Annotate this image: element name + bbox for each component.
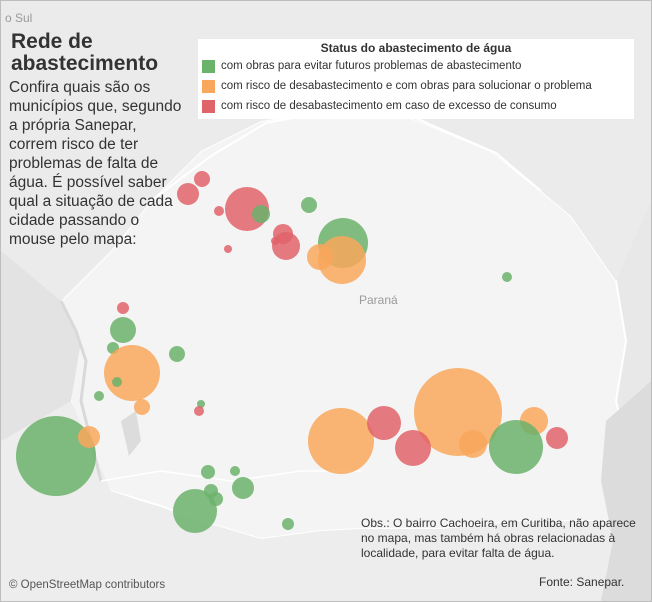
city-marker-red[interactable]	[177, 183, 199, 205]
page-description: Confira quais são os municípios que, seg…	[9, 79, 182, 248]
city-marker-green[interactable]	[94, 391, 104, 401]
city-marker-orange[interactable]	[307, 244, 333, 270]
city-marker-green[interactable]	[169, 346, 185, 362]
city-marker-green[interactable]	[112, 377, 122, 387]
land-west	[1, 251, 81, 441]
city-marker-orange[interactable]	[78, 426, 100, 448]
ocean	[601, 381, 651, 601]
city-markers[interactable]	[16, 171, 568, 533]
lake	[121, 411, 141, 456]
city-marker-red[interactable]	[272, 232, 300, 260]
city-marker-red[interactable]	[194, 171, 210, 187]
city-marker-green[interactable]	[502, 272, 512, 282]
city-marker-red[interactable]	[117, 302, 129, 314]
legend-title: Status do abastecimento de água	[320, 41, 512, 55]
legend-swatch-orange	[202, 80, 215, 93]
legend-swatch-red	[202, 100, 215, 113]
city-marker-red[interactable]	[395, 430, 431, 466]
legend: Status do abastecimento de água com obra…	[198, 39, 634, 119]
city-marker-red[interactable]	[214, 206, 224, 216]
city-marker-green[interactable]	[173, 489, 217, 533]
city-marker-red[interactable]	[271, 237, 279, 245]
map-attribution[interactable]: © OpenStreetMap contributors	[9, 579, 166, 591]
city-marker-red[interactable]	[194, 406, 204, 416]
legend-label-orange: com risco de desabastecimento e com obra…	[221, 80, 592, 92]
city-marker-green[interactable]	[301, 197, 317, 213]
city-marker-red[interactable]	[546, 427, 568, 449]
city-marker-red[interactable]	[224, 245, 232, 253]
map-corner-label: o Sul	[5, 11, 33, 25]
map-note: Obs.: O bairro Cachoeira, em Curitiba, n…	[361, 516, 636, 560]
source-label: Fonte: Sanepar.	[539, 575, 625, 589]
city-marker-orange[interactable]	[134, 399, 150, 415]
city-marker-green[interactable]	[252, 205, 270, 223]
city-marker-orange[interactable]	[104, 345, 160, 401]
city-marker-green[interactable]	[230, 466, 240, 476]
city-marker-green[interactable]	[232, 477, 254, 499]
city-marker-green[interactable]	[201, 465, 215, 479]
legend-swatch-green	[202, 60, 215, 73]
region-label-parana: Paraná	[359, 293, 398, 307]
city-marker-orange[interactable]	[308, 408, 374, 474]
city-marker-red[interactable]	[367, 406, 401, 440]
city-marker-orange[interactable]	[318, 236, 366, 284]
city-marker-green[interactable]	[16, 416, 96, 496]
legend-label-red: com risco de desabastecimento em caso de…	[221, 100, 557, 112]
land-south	[1, 401, 651, 601]
city-marker-green[interactable]	[489, 420, 543, 474]
city-marker-green[interactable]	[282, 518, 294, 530]
legend-label-green: com obras para evitar futuros problemas …	[221, 60, 522, 72]
city-marker-green[interactable]	[110, 317, 136, 343]
river-iguacu	[100, 470, 361, 482]
city-marker-orange[interactable]	[459, 430, 487, 458]
page-title: Rede de abastecimento	[11, 30, 159, 75]
